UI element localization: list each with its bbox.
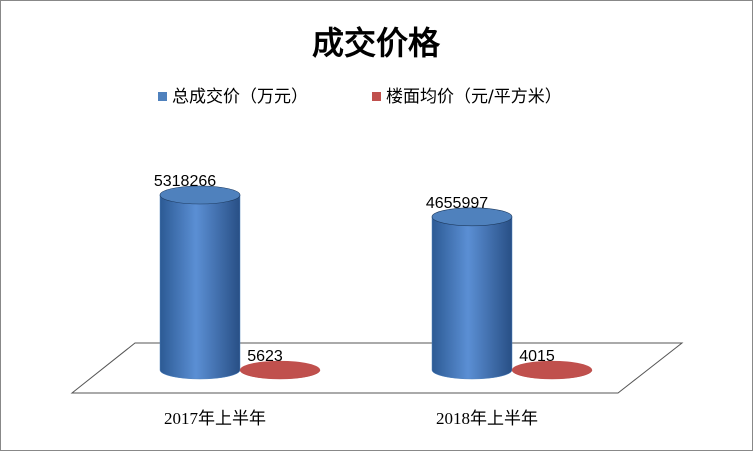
x-tick-label: 2018年上半年 <box>436 409 538 428</box>
data-label: 5623 <box>247 348 283 365</box>
bar <box>431 216 513 380</box>
x-tick-label: 2017年上半年 <box>164 409 266 428</box>
bar <box>159 194 241 380</box>
bar-top <box>512 360 592 379</box>
data-label: 5318266 <box>154 173 216 190</box>
legend-swatch <box>158 92 167 101</box>
bar-top <box>159 185 241 205</box>
chart-title: 成交价格 <box>312 24 441 62</box>
legend-label: 楼面均价（元/平方米） <box>386 87 562 107</box>
bar-top <box>240 360 320 379</box>
data-label: 4655997 <box>426 195 488 212</box>
data-label: 4015 <box>519 348 555 365</box>
legend-swatch <box>372 92 381 101</box>
legend-label: 总成交价（万元） <box>172 87 308 107</box>
bar-top <box>431 207 513 227</box>
